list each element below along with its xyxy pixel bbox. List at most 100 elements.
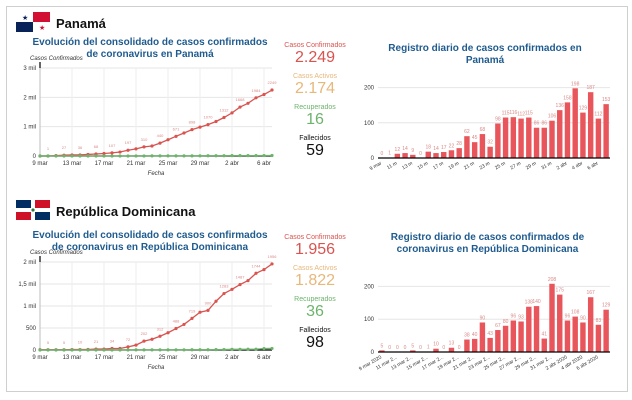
bar-value-label: 0 — [419, 151, 422, 157]
data-point — [142, 145, 146, 149]
x-tick-label: 9 mar — [32, 161, 47, 167]
y-tick-label: 1 mil — [23, 304, 36, 310]
data-point — [174, 326, 178, 331]
bar-value-label: 98 — [495, 117, 501, 123]
bar-value-label: 90 — [480, 315, 486, 321]
data-point — [126, 154, 130, 158]
panama-flag-icon: ★★ — [16, 12, 50, 32]
bar-value-label: 115 — [525, 111, 533, 117]
x-tick-label: 2 abr — [556, 160, 569, 171]
bar — [603, 309, 609, 352]
x-tick-label: 4 abr — [571, 160, 584, 171]
data-point — [86, 154, 90, 158]
bar — [510, 320, 517, 352]
bar-value-label: 43 — [487, 331, 493, 337]
data-point — [102, 151, 106, 156]
recovered-label: Recuperados — [294, 296, 336, 303]
data-point — [198, 310, 202, 314]
x-tick-label: 25 mar — [159, 161, 178, 167]
bar-value-label: 80 — [503, 319, 509, 325]
data-point — [182, 322, 186, 327]
bar-value-label: 41 — [541, 332, 547, 338]
bar-value-label: 129 — [602, 303, 611, 309]
y-tick-label: 0 — [371, 156, 375, 162]
confirmed-value: 1.956 — [294, 241, 336, 258]
data-point — [150, 154, 154, 158]
x-tick-label: 13 mar — [63, 161, 82, 167]
data-point — [230, 287, 234, 291]
data-point — [118, 150, 122, 154]
bar — [448, 347, 455, 352]
bar-value-label: 0 — [380, 151, 383, 157]
bar-value-label: 83 — [596, 318, 602, 324]
y-axis-label: Casos Confirmados — [30, 56, 83, 62]
bar-value-label: 9 — [411, 148, 414, 154]
data-label: 107 — [109, 143, 116, 148]
data-point — [166, 154, 170, 158]
bar-value-label: 0 — [458, 345, 461, 351]
data-point — [150, 337, 154, 341]
bar — [549, 283, 555, 352]
x-tick-label: 31 m — [540, 161, 553, 172]
data-point — [150, 144, 154, 148]
data-point — [270, 262, 274, 266]
deaths-label: Fallecidos — [299, 135, 331, 142]
bar-value-label: 158 — [563, 95, 572, 101]
bar-chart-title: Registro diario de casos confirmados de … — [390, 232, 585, 255]
data-point — [214, 119, 218, 124]
x-tick-label: 13 mar — [63, 355, 82, 361]
data-point — [238, 105, 242, 109]
bar-value-label: 106 — [548, 114, 557, 120]
data-label: 27 — [62, 145, 67, 150]
data-point — [206, 123, 210, 127]
deaths-value: 59 — [306, 142, 324, 159]
svg-text:★: ★ — [22, 14, 28, 22]
recovered-value: 36 — [306, 303, 324, 320]
dominican-flag-icon — [16, 200, 50, 220]
line-chart-panama: 0 1 mil 2 mil 3 mil Casos Confirmados Fecha 9 … — [23, 56, 277, 177]
x-tick-label: 17 mar — [95, 161, 114, 167]
bar-chart-title: Registro diario de casos confirmados en … — [388, 43, 582, 66]
bar — [502, 117, 509, 158]
bar-value-label: 0 — [442, 345, 445, 351]
bar — [410, 350, 416, 352]
bar-value-label: 0 — [388, 345, 391, 351]
bar — [379, 350, 385, 352]
data-label: 719 — [189, 308, 196, 313]
data-point — [174, 154, 178, 158]
bar-value-label: 0 — [404, 345, 407, 351]
x-tick-label: 2 abr — [225, 161, 239, 167]
bar — [394, 153, 401, 158]
x-axis-label: Fecha — [148, 365, 165, 371]
data-point — [230, 347, 234, 351]
data-label: 10 — [78, 340, 83, 345]
data-label: 5 — [47, 340, 50, 345]
bar — [456, 148, 462, 158]
data-point — [166, 331, 170, 335]
bar-value-label: 138 — [525, 300, 534, 306]
bar-value-label: 208 — [548, 277, 557, 283]
bar — [518, 118, 524, 158]
data-point — [94, 154, 98, 158]
x-tick-label: 2 abr — [225, 355, 239, 361]
x-tick-label: 21 mar — [127, 161, 146, 167]
data-label: 2249 — [268, 80, 278, 85]
bar-value-label: 68 — [480, 127, 486, 133]
data-label: 1956 — [268, 254, 278, 259]
data-point — [230, 111, 234, 115]
data-point — [190, 128, 194, 132]
data-point — [198, 154, 202, 158]
bar — [564, 320, 571, 352]
bar — [572, 316, 578, 352]
y-tick-label: 0 — [33, 348, 37, 354]
bar-value-label: 93 — [518, 314, 524, 320]
data-point — [78, 348, 82, 352]
data-point — [270, 346, 274, 351]
bar-value-label: 96 — [565, 314, 571, 320]
bar — [541, 338, 547, 352]
data-label: 72 — [126, 337, 131, 342]
data-point — [110, 151, 114, 155]
bar-value-label: 0 — [419, 345, 422, 351]
bar-value-label: 90 — [580, 315, 586, 321]
bar-value-label: 5 — [411, 343, 414, 349]
